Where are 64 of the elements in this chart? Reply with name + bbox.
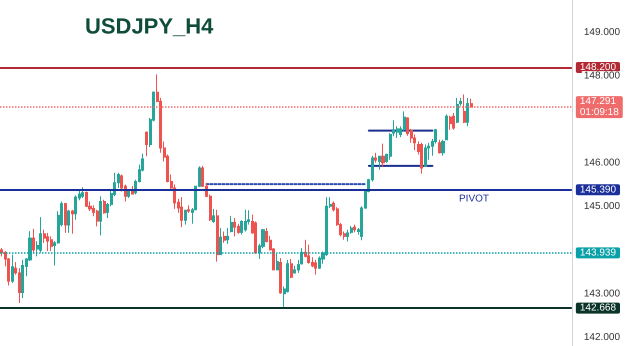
ref-line-label: 147.291 01:09:18 bbox=[580, 96, 620, 118]
candlestick bbox=[420, 142, 423, 174]
candlestick bbox=[81, 186, 84, 199]
candlestick bbox=[452, 112, 455, 130]
candlestick bbox=[378, 155, 381, 170]
candlestick bbox=[212, 208, 215, 224]
candlestick bbox=[103, 199, 106, 214]
candlestick bbox=[445, 114, 448, 141]
candlestick bbox=[346, 229, 349, 242]
candlestick bbox=[219, 228, 222, 256]
candlestick bbox=[11, 254, 14, 284]
candlestick bbox=[64, 202, 67, 234]
candlestick bbox=[32, 228, 35, 253]
candlestick bbox=[244, 209, 247, 232]
candlestick bbox=[456, 97, 459, 124]
candlestick bbox=[131, 185, 134, 196]
y-tick-label: 149.000 bbox=[584, 27, 620, 38]
candlestick bbox=[230, 215, 233, 233]
candlestick bbox=[233, 218, 236, 237]
ref-line-label: 148.200 bbox=[580, 62, 616, 73]
candlestick bbox=[85, 190, 88, 208]
y-tick-label: 145.000 bbox=[584, 201, 620, 212]
y-tick-label: 148.000 bbox=[584, 70, 620, 82]
candlestick bbox=[276, 253, 279, 271]
candlestick bbox=[187, 204, 190, 214]
candlestick bbox=[180, 196, 183, 228]
candlestick bbox=[279, 258, 282, 294]
candlestick bbox=[223, 231, 226, 244]
y-tick-label: 143.000 bbox=[584, 288, 620, 300]
candlestick bbox=[50, 236, 53, 252]
ref-line-label: 145.390 bbox=[580, 184, 616, 196]
candlestick bbox=[449, 115, 452, 130]
candlestick bbox=[290, 258, 293, 279]
candlestick bbox=[96, 209, 99, 227]
candlestick bbox=[466, 97, 469, 127]
ref-line-label: 142.668 bbox=[580, 302, 616, 314]
ref-line-label: 143.939 bbox=[580, 247, 616, 258]
candlestick bbox=[381, 143, 385, 168]
candlestick bbox=[318, 256, 321, 270]
candlestick bbox=[127, 189, 130, 199]
candlestick bbox=[67, 209, 70, 234]
candlestick bbox=[216, 209, 219, 262]
candlestick bbox=[314, 259, 317, 276]
annotation: PIVOT bbox=[459, 193, 490, 204]
text: USDJPY_H4 bbox=[85, 14, 214, 38]
candlestick bbox=[441, 139, 445, 156]
candlestick bbox=[438, 139, 441, 154]
candlestick bbox=[71, 209, 74, 234]
y-tick-label: 142.000 bbox=[584, 332, 620, 343]
candlestick bbox=[374, 152, 377, 164]
candlestick bbox=[46, 232, 49, 252]
candlestick bbox=[424, 144, 427, 168]
candlestick bbox=[226, 228, 229, 244]
candlestick bbox=[470, 98, 473, 108]
candlestick bbox=[463, 94, 466, 124]
candlestick bbox=[99, 196, 102, 236]
candlestick bbox=[39, 216, 42, 253]
candlestick bbox=[21, 259, 24, 299]
candlestick bbox=[74, 194, 77, 220]
candlestick bbox=[307, 244, 310, 264]
candlestick bbox=[184, 209, 187, 226]
y-tick-label: 146.000 bbox=[584, 158, 620, 169]
candlestick bbox=[145, 130, 148, 157]
candlestick bbox=[353, 224, 356, 233]
